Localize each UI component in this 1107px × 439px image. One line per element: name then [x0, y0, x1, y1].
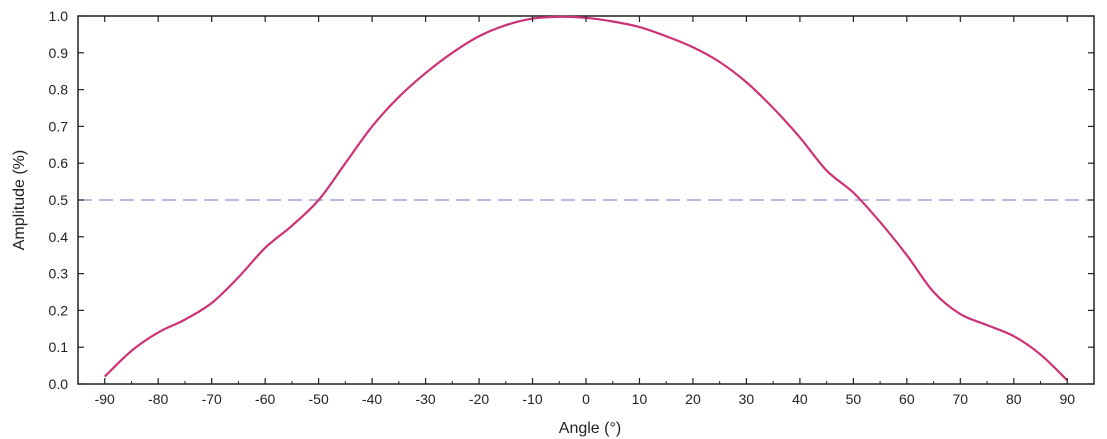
x-tick-label: 70: [953, 391, 969, 407]
x-tick-label: 60: [899, 391, 915, 407]
x-tick-label: 0: [582, 391, 590, 407]
y-tick-label: 0.5: [49, 192, 69, 208]
x-axis-ticks: -90 -80 -70 -60 -50 -40 -30 -20 -10 0 10 20 30 40 50 60…: [77, 16, 1095, 407]
x-tick-label: 30: [739, 391, 755, 407]
x-tick-label: 90: [1059, 391, 1075, 407]
x-axis-label: Angle (°): [559, 420, 621, 437]
series-lines: [103, 15, 1069, 382]
y-tick-label: 0.8: [49, 82, 69, 98]
x-tick-label: -80: [148, 391, 168, 407]
x-tick-label: -90: [95, 391, 115, 407]
y-tick-label: 1.0: [49, 8, 69, 24]
y-tick-label: 0.2: [49, 302, 69, 318]
x-tick-label: -40: [362, 391, 382, 407]
y-axis-label: Amplitude (%): [11, 150, 28, 250]
y-axis-ticks: 0.0 0.1 0.2 0.3 0.4 0.5 0.6 0.7 0.8 0.9 1.0: [49, 8, 1094, 392]
x-tick-label: 80: [1006, 391, 1022, 407]
y-tick-label: 0.4: [49, 229, 69, 245]
y-tick-label: 0.9: [49, 45, 69, 61]
x-tick-label: -70: [202, 391, 222, 407]
x-tick-label: 40: [792, 391, 808, 407]
x-tick-label: -30: [415, 391, 435, 407]
x-tick-label: -50: [309, 391, 329, 407]
y-tick-label: 0.7: [49, 118, 69, 134]
x-tick-label: 10: [632, 391, 648, 407]
y-tick-label: 0.1: [49, 339, 69, 355]
x-tick-label: -60: [255, 391, 275, 407]
x-tick-label: 50: [846, 391, 862, 407]
x-tick-label: -10: [522, 391, 542, 407]
x-tick-label: 20: [685, 391, 701, 407]
series-line-0: [103, 15, 1069, 382]
y-tick-label: 0.0: [49, 376, 69, 392]
y-tick-label: 0.6: [49, 155, 69, 171]
y-tick-label: 0.3: [49, 266, 69, 282]
x-tick-label: -20: [469, 391, 489, 407]
